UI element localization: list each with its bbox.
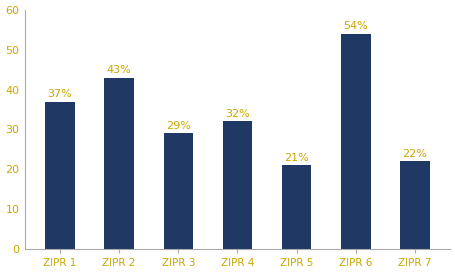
Bar bbox=[163, 133, 193, 249]
Text: 29%: 29% bbox=[166, 121, 190, 131]
Bar bbox=[45, 101, 75, 249]
Text: 21%: 21% bbox=[283, 153, 308, 163]
Text: 22%: 22% bbox=[402, 149, 426, 159]
Bar bbox=[222, 121, 252, 249]
Bar bbox=[340, 33, 370, 249]
Bar bbox=[104, 78, 134, 249]
Text: 54%: 54% bbox=[343, 21, 367, 31]
Bar bbox=[399, 161, 429, 249]
Text: 37%: 37% bbox=[48, 89, 72, 99]
Bar bbox=[281, 165, 311, 249]
Text: 43%: 43% bbox=[106, 65, 131, 75]
Text: 32%: 32% bbox=[225, 109, 249, 119]
